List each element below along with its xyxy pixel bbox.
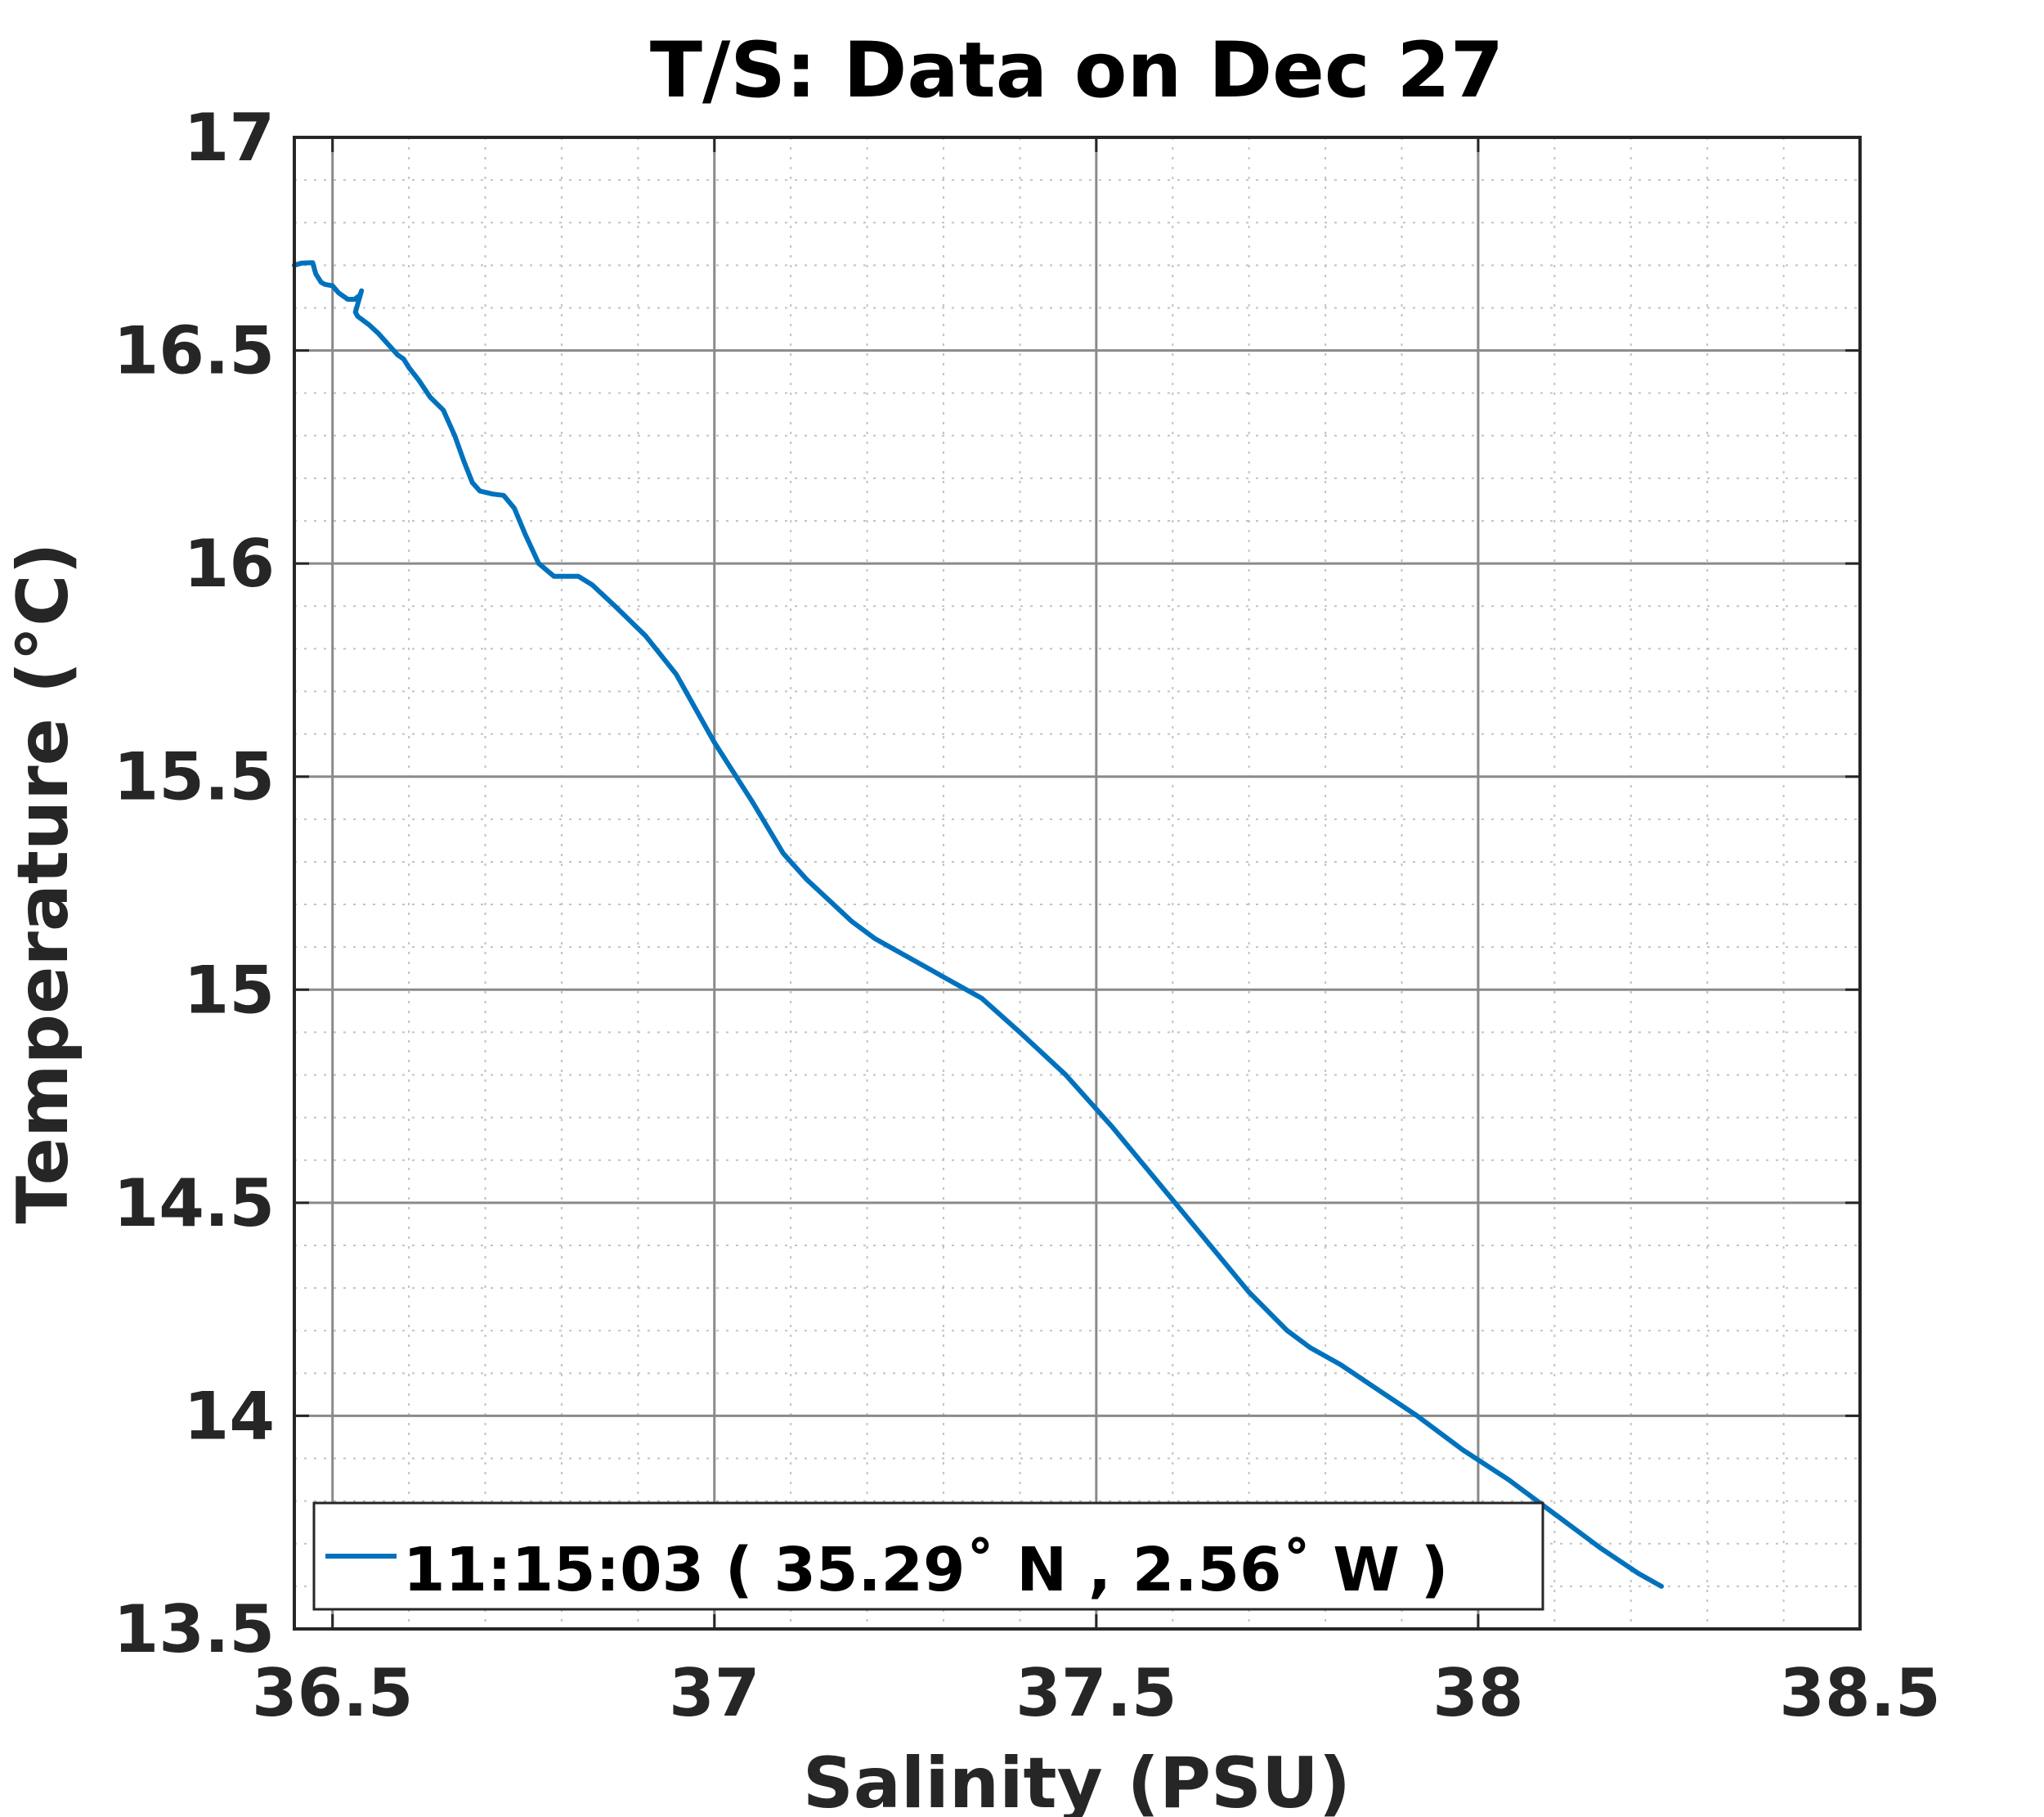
x-axis-label: Salinity (PSU): [803, 1743, 1351, 1817]
x-tick-label: 37: [669, 1655, 760, 1731]
y-axis-label: Temperature (°C): [2, 542, 84, 1223]
y-tick-label: 15: [184, 952, 275, 1028]
x-tick-label: 37.5: [1015, 1655, 1177, 1731]
x-tick-label: 38.5: [1779, 1655, 1940, 1731]
y-tick-label: 13.5: [114, 1591, 275, 1667]
y-tick-label: 16: [184, 526, 275, 602]
legend-box: [312, 1501, 1544, 1611]
series-line: [292, 260, 1665, 1589]
plot-background: [294, 137, 1860, 1629]
series-layer: [292, 260, 1665, 1589]
tick-marks: [294, 136, 1862, 1631]
legend-label: 11:15:03 ( 35.29˚ N , 2.56˚ W ): [403, 1535, 1448, 1605]
y-tick-label: 14.5: [114, 1165, 275, 1241]
legend: 11:15:03 ( 35.29˚ N , 2.56˚ W ): [312, 1501, 1544, 1611]
x-tick-label: 36.5: [252, 1655, 413, 1731]
x-tick-label: 38: [1432, 1655, 1523, 1731]
y-tick-label: 14: [184, 1378, 275, 1454]
y-tick-label: 17: [184, 100, 275, 176]
chart-title: T/S: Data on Dec 27: [650, 26, 1504, 115]
minor-grid: [294, 137, 1860, 1629]
y-tick-label: 16.5: [114, 313, 275, 389]
plot-frame: [293, 136, 1862, 1631]
y-tick-label: 15.5: [114, 739, 275, 815]
y-tick-labels: 13.5 14 14.5 15 15.5 16 16.5 17: [114, 100, 275, 1667]
x-tick-labels: 36.5 37 37.5 38 38.5: [252, 1655, 1941, 1731]
